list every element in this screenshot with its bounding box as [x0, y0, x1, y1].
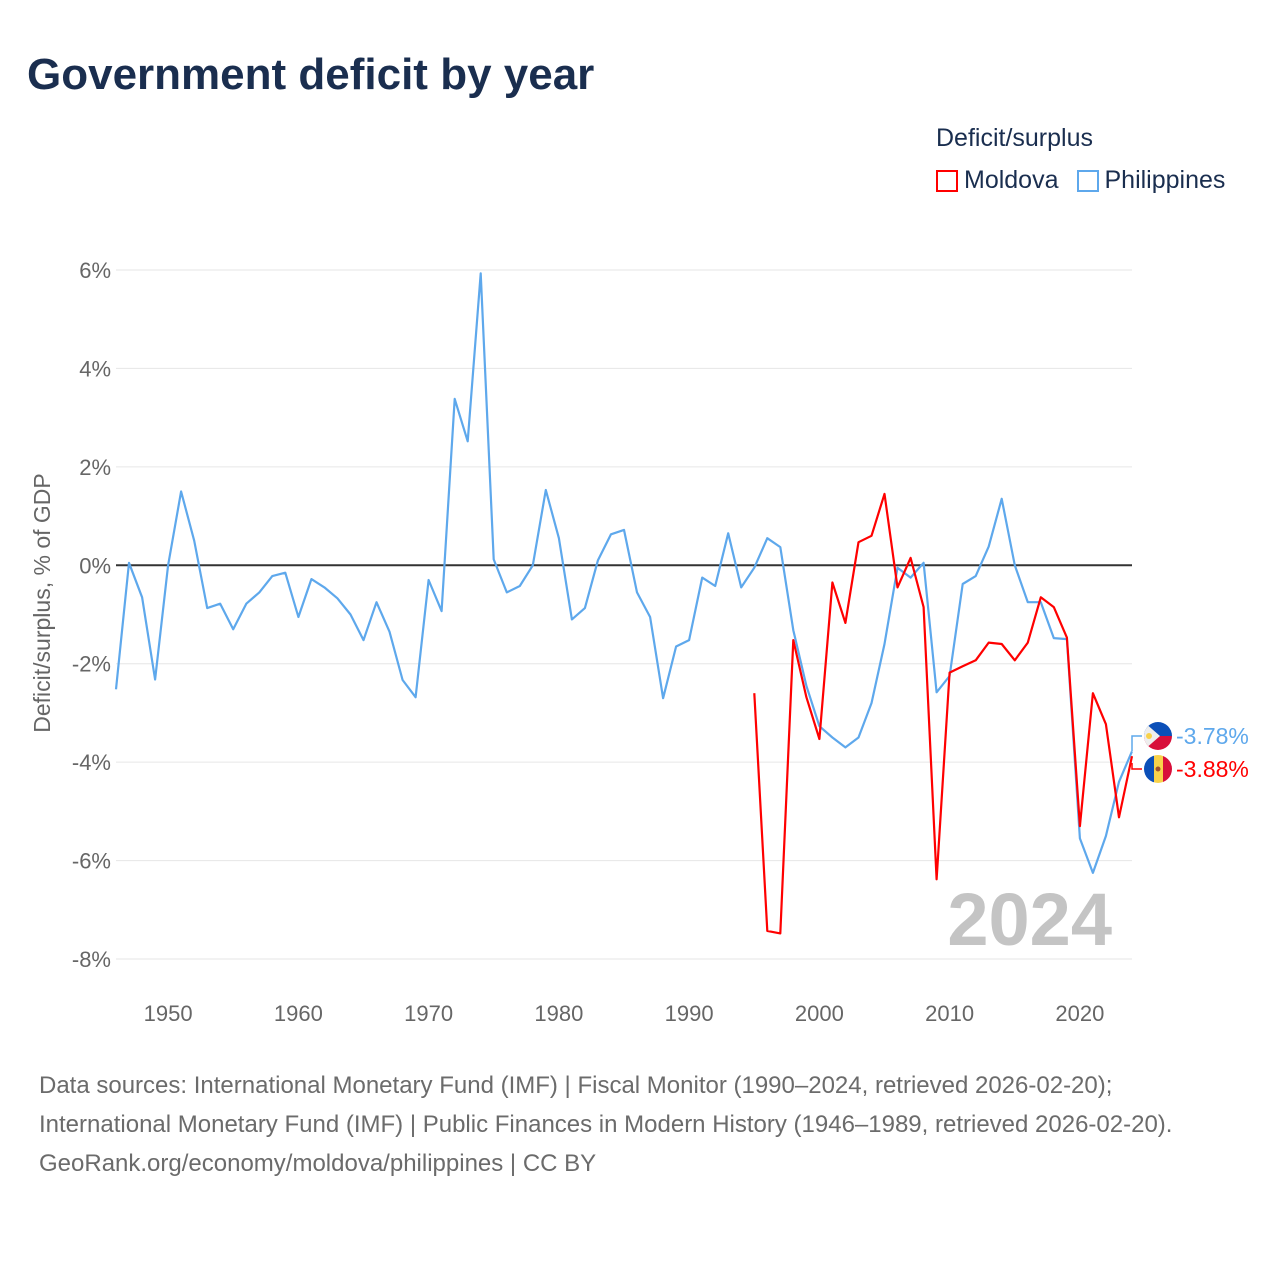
- philippines-flag-icon: [1144, 722, 1172, 750]
- moldova-label-connector: [1131, 763, 1142, 770]
- x-tick-label: 2010: [925, 1001, 974, 1026]
- series-line-philippines[interactable]: [114, 272, 1134, 875]
- chart-title: Government deficit by year: [27, 50, 595, 99]
- legend-item-philippines[interactable]: Philippines: [1076, 166, 1226, 195]
- legend-swatch-philippines: [1076, 169, 1099, 192]
- y-tick-label: -6%: [72, 849, 111, 874]
- x-tick-label: 2020: [1055, 1001, 1104, 1026]
- legend: Moldova Philippines: [936, 166, 1225, 195]
- watermark-year: 2024: [947, 878, 1112, 961]
- data-sources: Data sources: International Monetary Fun…: [39, 1072, 1173, 1138]
- legend-swatch-moldova: [936, 169, 958, 192]
- x-tick-label: 2000: [795, 1001, 844, 1026]
- y-tick-label: 4%: [79, 356, 111, 381]
- y-tick-label: -2%: [72, 652, 111, 677]
- x-tick-label: 1960: [274, 1001, 323, 1026]
- y-tick-label: -4%: [72, 750, 111, 775]
- x-tick-label: 1950: [144, 1001, 193, 1026]
- legend-label-moldova: Moldova: [964, 166, 1059, 194]
- moldova-end-label: -3.88%: [1176, 756, 1249, 782]
- series-line-moldova[interactable]: [753, 492, 1134, 935]
- legend-label-philippines: Philippines: [1104, 166, 1226, 194]
- y-tick-label: 0%: [79, 553, 111, 578]
- x-tick-label: 1970: [404, 1001, 453, 1026]
- philippines-end-label: -3.78%: [1176, 723, 1249, 749]
- philippines-label-connector: [1131, 735, 1142, 751]
- y-tick-label: -8%: [72, 947, 111, 972]
- y-tick-label: 2%: [79, 455, 111, 480]
- credit-link[interactable]: GeoRank.org/economy/moldova/philippines …: [39, 1150, 597, 1177]
- legend-title: Deficit/surplus: [936, 124, 1093, 152]
- x-tick-label: 1980: [534, 1001, 583, 1026]
- y-axis-label: Deficit/surplus, % of GDP: [29, 473, 55, 732]
- footer: Data sources: International Monetary Fun…: [39, 1066, 1239, 1183]
- x-tick-label: 1990: [665, 1001, 714, 1026]
- moldova-flag-icon: [1144, 755, 1172, 783]
- y-tick-label: 6%: [79, 258, 111, 283]
- legend-item-moldova[interactable]: Moldova: [936, 166, 1059, 195]
